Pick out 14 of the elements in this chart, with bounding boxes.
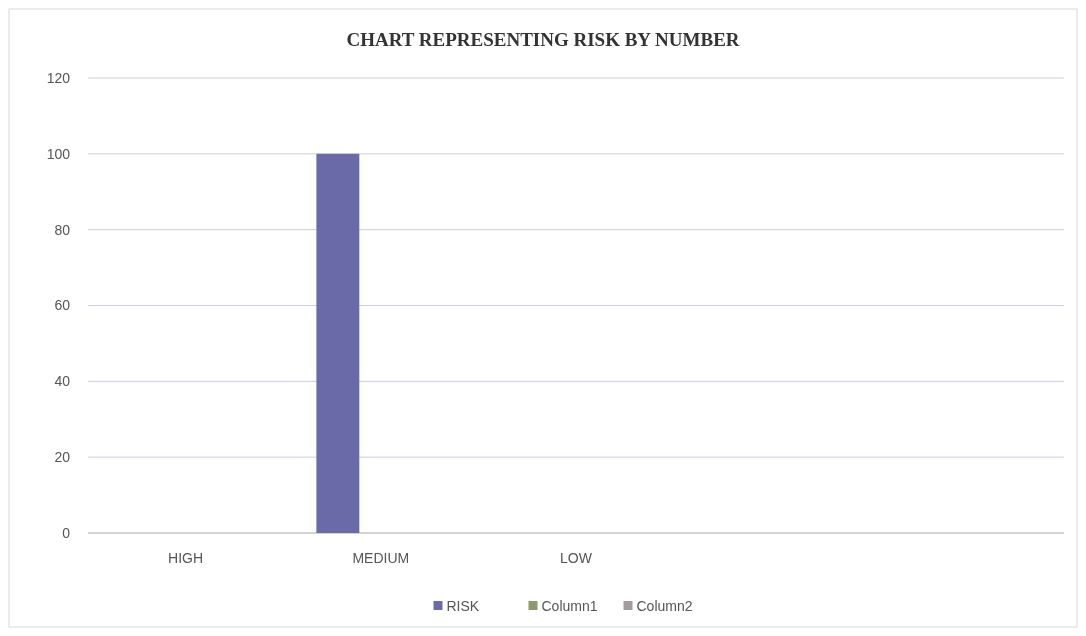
x-tick-label: MEDIUM bbox=[352, 550, 410, 566]
chart-title: CHART REPRESENTING RISK BY NUMBER bbox=[346, 29, 740, 50]
x-tick-label: LOW bbox=[560, 550, 593, 566]
legend-label: RISK bbox=[446, 597, 480, 614]
x-tick-label: HIGH bbox=[168, 550, 204, 566]
y-tick-label: 40 bbox=[54, 373, 71, 390]
y-tick-label: 120 bbox=[46, 69, 71, 86]
y-tick-label: 100 bbox=[46, 145, 71, 162]
y-tick-label: 20 bbox=[54, 449, 71, 466]
legend-label: Column2 bbox=[636, 597, 693, 614]
y-tick-label: 60 bbox=[54, 297, 71, 314]
legend-label: Column1 bbox=[541, 597, 598, 614]
y-tick-label: 0 bbox=[62, 524, 71, 541]
y-tick-label: 80 bbox=[54, 221, 71, 238]
